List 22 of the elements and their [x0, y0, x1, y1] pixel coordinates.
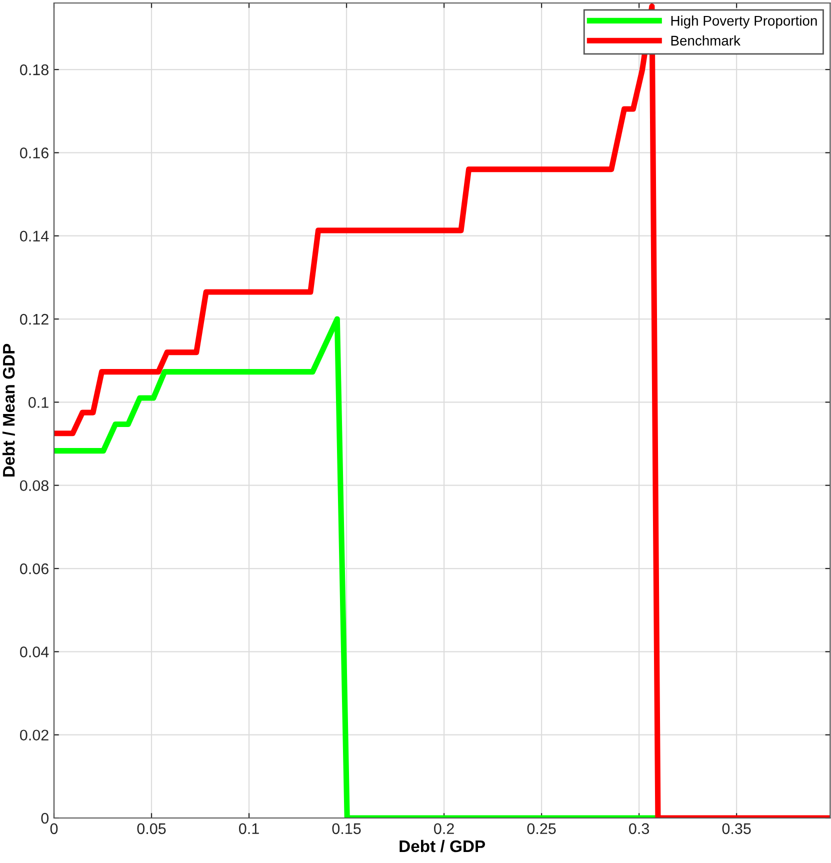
legend-label: High Poverty Proportion — [671, 16, 817, 28]
y-tick-label: 0.14 — [20, 230, 49, 242]
y-axis-title: Debt / Mean GDP — [2, 344, 15, 477]
y-tick-label: 0.1 — [28, 397, 48, 408]
y-tick-label: 0.02 — [20, 730, 48, 741]
x-tick-label: 0.2 — [434, 823, 454, 834]
x-tick-label: 0 — [50, 823, 58, 834]
y-tick-label: 0.16 — [20, 148, 48, 158]
x-axis-title: Debt / GDP — [400, 840, 486, 852]
y-tick-label: 0.06 — [20, 563, 48, 574]
y-tick-label: 0.04 — [20, 646, 49, 658]
x-tick-label: 0.25 — [527, 823, 556, 834]
x-tick-label: 0.05 — [137, 823, 166, 834]
x-tick-label: 0.35 — [722, 823, 751, 834]
y-tick-label: 0.12 — [20, 314, 48, 325]
x-tick-label: 0.15 — [332, 823, 361, 834]
x-tick-label: 0.3 — [629, 823, 649, 834]
y-tick-label: 0.08 — [20, 480, 48, 492]
y-tick-label: 0.18 — [20, 64, 48, 76]
legend-label: Benchmark — [671, 35, 740, 46]
y-tick-label: 0 — [41, 812, 49, 824]
x-tick-label: 0.1 — [238, 823, 259, 834]
